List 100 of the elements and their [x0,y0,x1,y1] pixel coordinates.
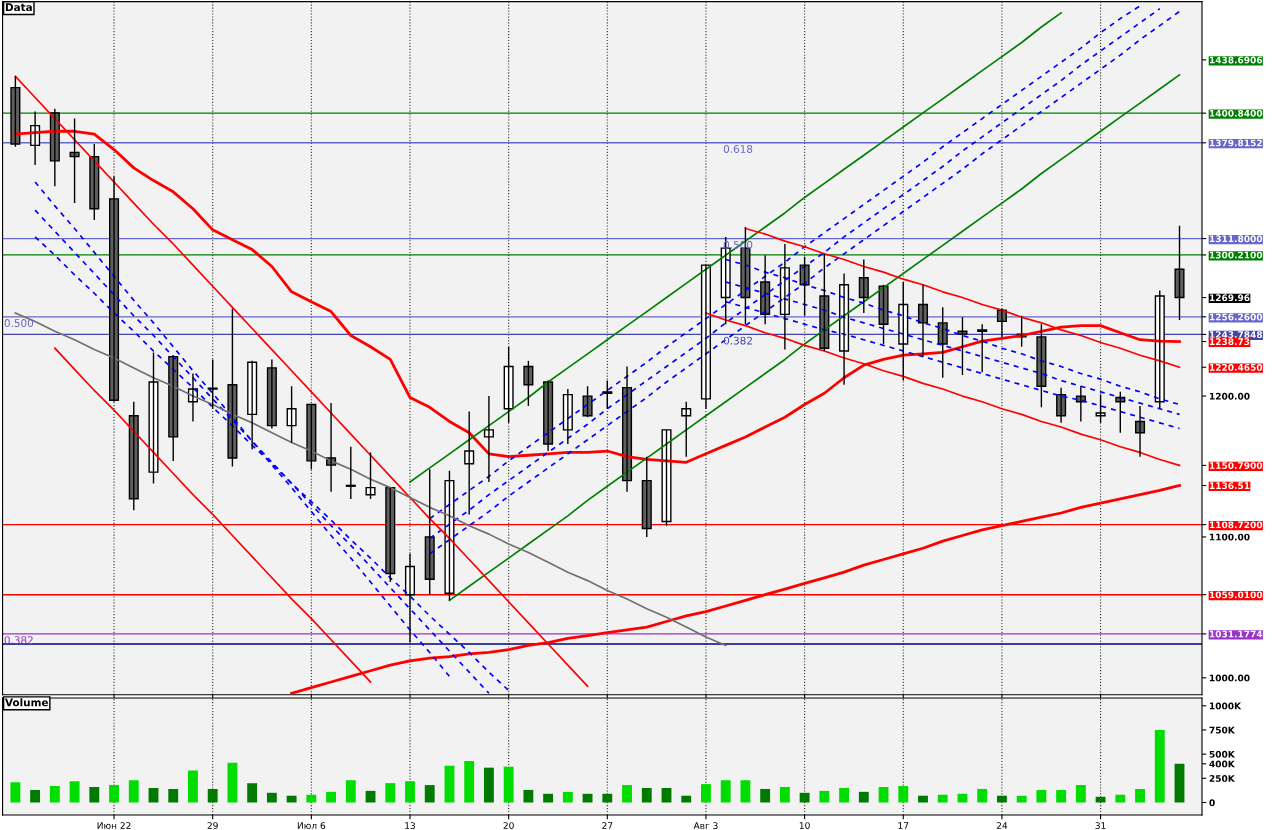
bar [424,785,435,803]
bar [1115,794,1126,803]
x-tick-label: 31 [1095,822,1106,829]
bar [30,789,41,803]
bar [207,788,218,803]
y-tick-label: 1031.1774 [1209,630,1263,638]
y-tick-label: 1000.00 [1209,674,1250,682]
x-tick-label: Авг 3 [693,822,718,829]
bar [385,783,396,803]
bar [306,794,317,803]
x-tick-label: 13 [405,822,416,829]
bar [483,767,494,803]
chart-title: Volume [5,698,48,707]
bar [247,783,258,803]
bar [1075,785,1086,803]
bar [69,781,80,803]
y-tick-label: 1300.2100 [1209,251,1263,259]
bar [128,780,139,803]
bar [996,795,1007,803]
annotation: 0.618 [723,145,753,153]
y-tick-label: 250K [1209,775,1236,782]
bar [799,792,810,803]
candlestick [1095,393,1106,424]
annotation: 0.382 [4,636,33,645]
annotation: 0.382 [723,336,752,345]
bar [109,785,119,803]
bar [858,791,869,803]
bar [1135,788,1145,803]
y-tick-label: 1311.8000 [1209,235,1263,243]
y-tick-label: 500K [1209,750,1236,758]
x-tick-label: 20 [503,822,514,829]
x-tick-label: 17 [898,822,909,829]
bar [464,760,475,803]
bar [681,795,692,803]
candlestick [207,358,218,410]
y-tick-label: 1136.51 [1209,482,1250,490]
bar [543,793,554,803]
x-tick-label: 27 [602,822,613,829]
x-tick-label: Июн 22 [97,822,131,829]
y-tick-label: 1000K [1209,702,1242,710]
x-tick-label: 10 [799,822,810,829]
candlestick [148,351,159,485]
candlestick [977,323,988,373]
chart-title: Data [5,3,32,12]
x-tick-label: 29 [207,822,218,829]
bar [937,794,948,803]
y-tick-label: 1200.00 [1209,392,1250,400]
y-tick-label: 1243.7848 [1209,331,1263,338]
y-tick-label: 1108.7200 [1209,521,1263,529]
y-tick-label: 1238.73 [1209,338,1250,346]
y-tick-label: 1438.6906 [1209,56,1263,64]
bar [1174,763,1185,803]
bar [977,788,988,803]
bar [918,795,928,803]
bar [819,790,830,803]
x-tick-label: 24 [996,822,1008,829]
bar [1036,789,1047,803]
y-tick-label: 1400.8400 [1209,109,1263,117]
bar [523,789,534,803]
bar [839,787,850,803]
bar [641,787,652,803]
bar [227,762,238,803]
bar [326,791,336,803]
y-tick-label: 1269.96 [1209,294,1250,302]
bar [779,787,790,803]
bar [582,793,593,803]
bar [10,782,21,803]
y-tick-label: 0 [1209,799,1215,807]
bar [898,786,909,803]
bar [266,792,277,803]
y-tick-label: 1100.00 [1209,533,1250,541]
bar [49,786,60,803]
y-tick-label: 1220.4650 [1209,363,1263,371]
bar [760,788,771,803]
bar [345,780,356,803]
bar [740,780,751,803]
bar [89,787,100,803]
x-tick-label: Июл 6 [297,822,326,829]
bar [720,780,731,803]
bar [1154,729,1165,803]
bar [1056,789,1067,803]
bar [602,793,613,803]
candlestick [1174,224,1185,321]
bar [503,766,514,803]
y-tick-label: 1256.2600 [1209,313,1263,321]
bar [286,795,297,803]
y-tick-label: 400K [1209,760,1236,768]
bar [1016,795,1027,803]
candlestick [602,379,613,410]
bar [188,770,198,803]
bar [622,785,632,803]
bar [562,791,573,803]
candlestick [365,451,376,500]
y-tick-label: 750K [1209,726,1236,734]
bar [701,784,711,803]
y-tick-label: 1059.0100 [1209,591,1263,599]
y-tick-label: 1150.7900 [1209,462,1263,469]
y-tick-label: 1379.8152 [1209,139,1262,147]
candlestick [661,429,672,527]
annotation: 0.500 [4,319,34,327]
